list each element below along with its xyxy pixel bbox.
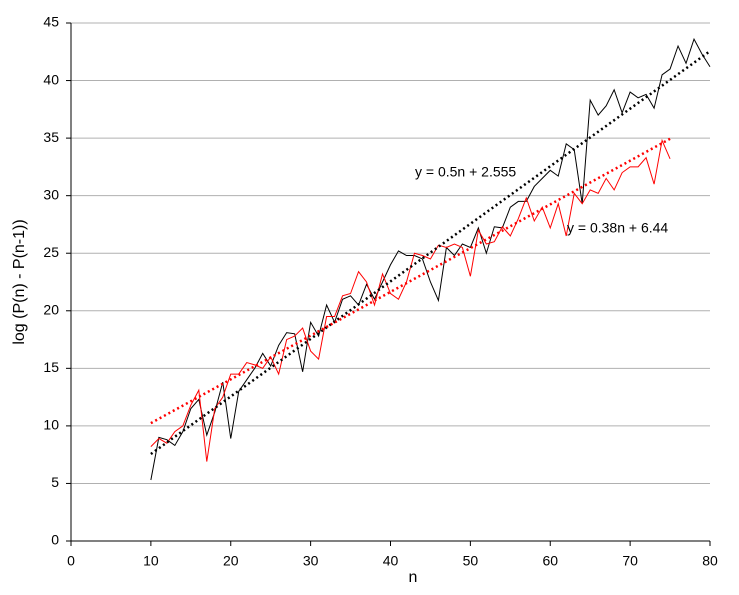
trendline-label: y = 0.5n + 2.555 bbox=[415, 164, 516, 180]
x-tick-label: 80 bbox=[702, 553, 718, 569]
y-tick-label: 30 bbox=[43, 186, 59, 202]
trendline bbox=[150, 50, 711, 456]
y-axis-label: log (P(n) - P(n-1)) bbox=[11, 219, 28, 344]
y-tick-label: 45 bbox=[43, 14, 59, 30]
x-tick-label: 10 bbox=[143, 553, 159, 569]
y-tick-label: 40 bbox=[43, 71, 59, 87]
x-tick-label: 20 bbox=[223, 553, 239, 569]
trendline-label: y = 0.38n + 6.44 bbox=[567, 220, 668, 236]
y-tick-label: 25 bbox=[43, 244, 59, 260]
y-tick-label: 10 bbox=[43, 417, 59, 433]
x-tick-label: 70 bbox=[622, 553, 638, 569]
x-tick-label: 30 bbox=[303, 553, 319, 569]
y-tick-label: 5 bbox=[51, 474, 59, 490]
x-tick-label: 50 bbox=[463, 553, 479, 569]
trendline bbox=[150, 137, 671, 425]
data-line bbox=[150, 138, 671, 462]
x-tick-label: 60 bbox=[542, 553, 558, 569]
y-tick-label: 35 bbox=[43, 129, 59, 145]
y-tick-label: 15 bbox=[43, 359, 59, 375]
x-tick-label: 0 bbox=[67, 553, 75, 569]
x-axis-label: n bbox=[409, 569, 418, 586]
y-tick-label: 0 bbox=[51, 532, 59, 548]
y-tick-label: 20 bbox=[43, 301, 59, 317]
x-tick-label: 40 bbox=[383, 553, 399, 569]
data-line bbox=[150, 37, 711, 481]
